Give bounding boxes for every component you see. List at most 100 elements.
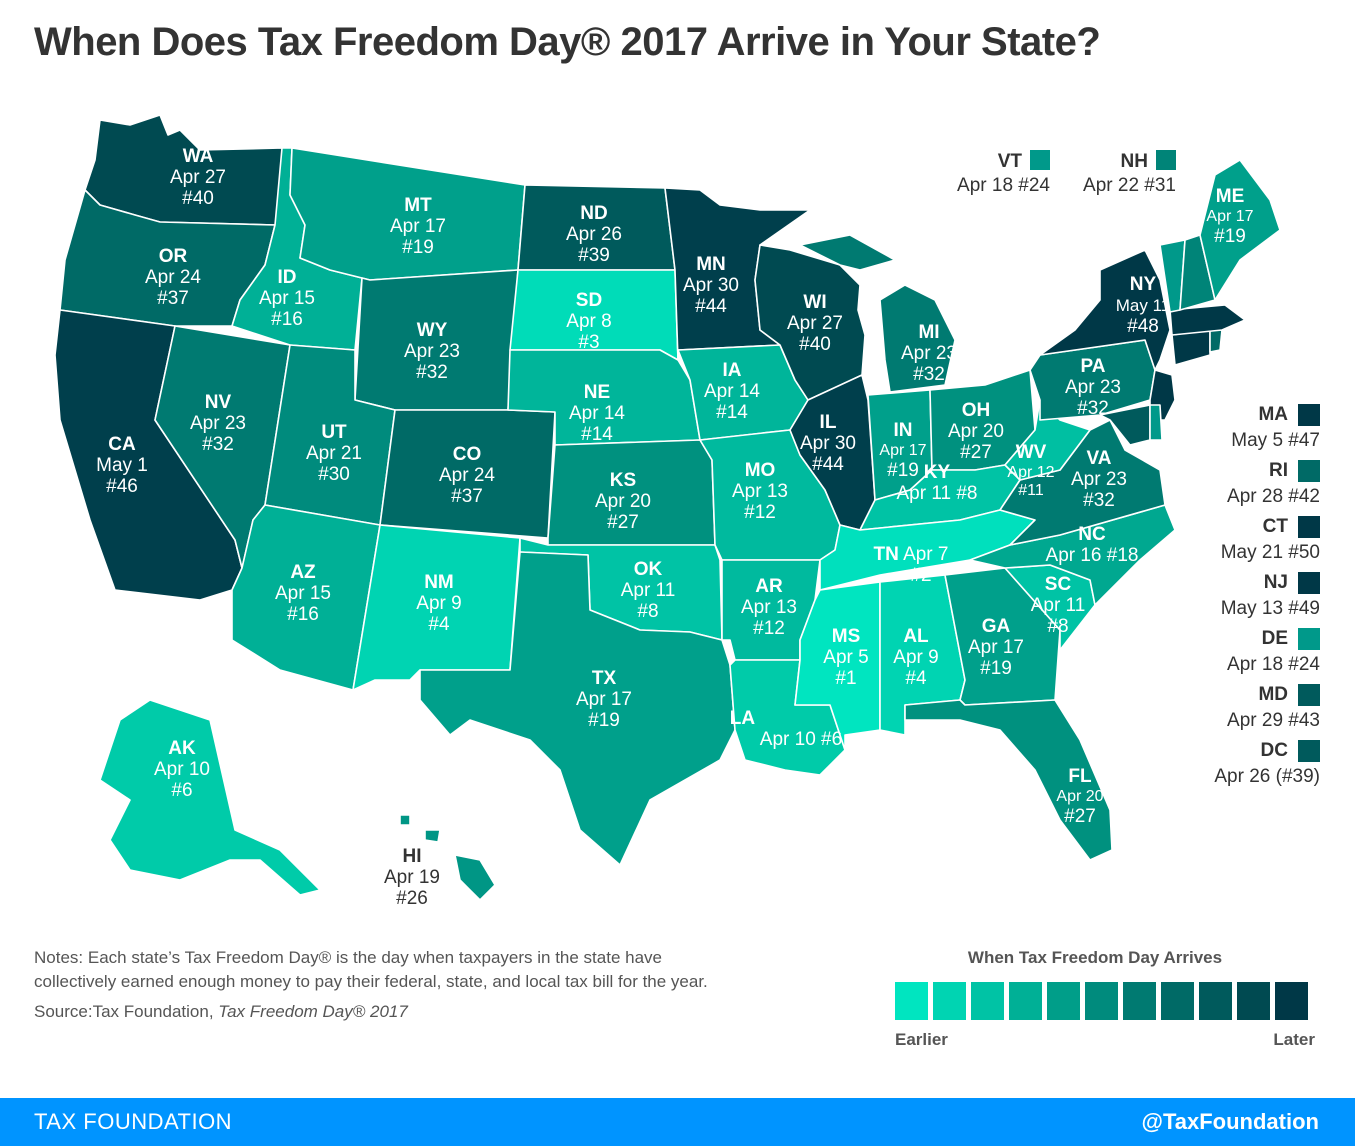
label-AZ: AZ Apr 15 #16 [275, 562, 331, 625]
callout-abbr: NJ [1263, 572, 1288, 593]
callout-abbr: DC [1260, 740, 1288, 761]
footer-handle[interactable]: @TaxFoundation [1141, 1109, 1319, 1134]
label-NY: NY May 11 #48 [1115, 274, 1171, 337]
label-VA: VA Apr 23 #32 [1071, 448, 1127, 511]
label-WV: WV Apr 12 #11 [1007, 442, 1055, 499]
label-ME: ME Apr 17 #19 [1206, 186, 1254, 247]
label-FL: FL Apr 20 #27 [1056, 766, 1104, 827]
label-NE: NE Apr 14 #14 [569, 382, 625, 445]
callout-abbr: MA [1258, 404, 1288, 425]
callout-DC: DC Apr 26 (#39) [1180, 740, 1320, 796]
label-CO: CO Apr 24 #37 [439, 444, 495, 507]
source-prefix: Source:Tax Foundation, [34, 1002, 219, 1021]
state-MI[interactable] [799, 234, 956, 393]
legend-earlier: Earlier [895, 1030, 948, 1049]
state-NY[interactable] [1039, 249, 1171, 371]
label-TX: TX Apr 17 #19 [576, 668, 632, 731]
label-TN: TN Apr 7 #2 [873, 544, 949, 586]
legend-later: Later [1273, 1030, 1315, 1049]
label-OR: OR Apr 24 #37 [145, 246, 201, 309]
callout-value: Apr 28 #42 [1227, 486, 1320, 507]
state-CT[interactable] [1171, 329, 1211, 366]
callout-swatch [1298, 404, 1320, 426]
state-AK[interactable] [99, 699, 321, 896]
label-IA: IA Apr 14 #14 [704, 360, 760, 423]
callout-MA: MA May 5 #47 [1180, 404, 1320, 460]
legend-swatch [1161, 982, 1194, 1020]
legend-swatch [1123, 982, 1156, 1020]
legend-swatch [1085, 982, 1118, 1020]
callout-swatch [1298, 460, 1320, 482]
label-MO: MO Apr 13 #12 [732, 460, 788, 523]
label-GA: GA Apr 17 #19 [968, 616, 1024, 679]
state-DE[interactable] [1149, 404, 1163, 441]
legend-swatch [1275, 982, 1308, 1020]
label-SD: SD Apr 8 #3 [566, 290, 612, 353]
callout-swatch [1030, 150, 1050, 170]
label-MN: MN Apr 30 #44 [683, 254, 739, 317]
state-WV[interactable] [1004, 399, 1091, 481]
label-CA: CA May 1 #46 [96, 434, 148, 497]
callout-value: Apr 26 (#39) [1214, 766, 1320, 787]
label-ND: ND Apr 26 #39 [566, 203, 622, 266]
notes: Notes: Each state’s Tax Freedom Day® is … [34, 946, 724, 1024]
legend-swatch [1199, 982, 1232, 1020]
state-MA[interactable] [1169, 304, 1246, 336]
label-IL: IL Apr 30 #44 [800, 412, 856, 475]
label-WA: WA Apr 27 #40 [170, 146, 226, 209]
label-IN: IN Apr 17 #19 [879, 420, 927, 481]
callout-swatch [1298, 740, 1320, 762]
callout-NJ: NJ May 13 #49 [1180, 572, 1320, 628]
callout-swatch [1298, 572, 1320, 594]
legend-swatch [1237, 982, 1270, 1020]
color-legend: When Tax Freedom Day Arrives Earlier Lat… [895, 948, 1315, 1050]
label-LA: LA Apr 10 #6 [729, 708, 843, 750]
label-NC: NC Apr 16 #18 [1045, 524, 1139, 566]
callout-abbr: RI [1269, 460, 1288, 481]
label-OH: OH Apr 20 #27 [948, 400, 1004, 463]
label-AR: AR Apr 13 #12 [741, 576, 797, 639]
callout-DE: DE Apr 18 #24 [1180, 628, 1320, 684]
legend-swatch [933, 982, 966, 1020]
callout-abbr: CT [1262, 516, 1288, 537]
state-HI[interactable] [399, 814, 496, 901]
label-PA: PA Apr 23 #32 [1065, 356, 1121, 419]
state-FL[interactable] [904, 699, 1113, 861]
label-AL: AL Apr 9 #4 [893, 626, 939, 689]
callout-value: Apr 22 #31 [1083, 175, 1176, 196]
legend-title: When Tax Freedom Day Arrives [967, 948, 1223, 967]
legend-swatches [895, 982, 1315, 1020]
state-MD[interactable] [1099, 404, 1151, 446]
footer-brand[interactable]: TAX FOUNDATION [34, 1109, 233, 1134]
label-WY: WY Apr 23 #32 [404, 320, 460, 383]
label-NV: NV Apr 23 #32 [190, 392, 246, 455]
legend-ends: Earlier Later [895, 1030, 1315, 1050]
label-MT: MT Apr 17 #19 [390, 195, 446, 258]
label-UT: UT Apr 21 #30 [306, 422, 362, 485]
callout-NH: NH Apr 22 #31 [1068, 150, 1176, 198]
callout-swatch [1298, 684, 1320, 706]
state-NM[interactable] [352, 524, 521, 691]
label-MS: MS Apr 5 #1 [823, 626, 869, 689]
callout-abbr: MD [1258, 684, 1288, 705]
page-title: When Does Tax Freedom Day® 2017 Arrive i… [34, 20, 1101, 64]
label-ID: ID Apr 15 #16 [259, 267, 315, 330]
notes-text: Notes: Each state’s Tax Freedom Day® is … [34, 948, 708, 991]
state-TX[interactable] [419, 551, 736, 866]
footer-bar: TAX FOUNDATION @TaxFoundation [0, 1098, 1355, 1146]
label-KY: KY Apr 11 #8 [896, 462, 978, 504]
label-SC: SC Apr 11 #8 [1030, 574, 1086, 637]
state-RI[interactable] [1209, 329, 1223, 353]
legend-swatch [895, 982, 928, 1020]
callout-value: May 13 #49 [1220, 598, 1320, 619]
small-states-list: MA May 5 #47 RI Apr 28 #42 CT May 21 #50 NJ… [1180, 404, 1320, 796]
callout-abbr: DE [1261, 628, 1288, 649]
legend-swatch [1009, 982, 1042, 1020]
callout-CT: CT May 21 #50 [1180, 516, 1320, 572]
state-CO[interactable] [379, 409, 556, 539]
callout-swatch [1298, 516, 1320, 538]
label-HI: HI Apr 19 #26 [384, 846, 440, 909]
state-ME[interactable] [1199, 159, 1281, 301]
callout-abbr: NH [1120, 151, 1148, 172]
